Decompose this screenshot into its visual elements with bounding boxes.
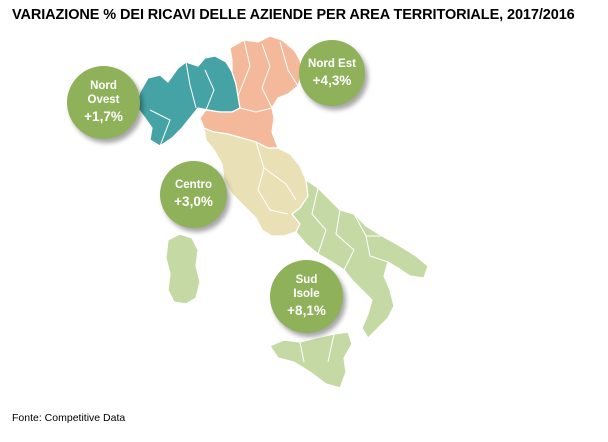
- area-value: +4,3%: [312, 72, 352, 88]
- bubble-sud-isole: Sud Isole +8,1%: [270, 260, 343, 333]
- area-name: Nord Est: [308, 57, 356, 70]
- bubble-nord-ovest: Nord Ovest +1,7%: [67, 66, 140, 139]
- bubble-nord-est: Nord Est +4,3%: [299, 40, 365, 106]
- area-value: +1,7%: [84, 109, 123, 124]
- area-name-line2: Isole: [293, 288, 320, 300]
- region-sud[interactable]: [291, 178, 429, 339]
- area-value: +3,0%: [174, 194, 213, 209]
- source-note: Fonte: Competitive Data: [12, 412, 126, 424]
- area-value: +8,1%: [287, 303, 326, 318]
- chart-title: VARIAZIONE % DEI RICAVI DELLE AZIENDE PE…: [12, 7, 575, 23]
- area-name: Sud: [295, 274, 318, 286]
- bubble-centro: Centro +3,0%: [160, 161, 227, 228]
- area-name: Nord: [90, 80, 117, 92]
- area-name: Centro: [174, 179, 213, 191]
- region-sardegna[interactable]: [165, 233, 201, 305]
- region-sicilia[interactable]: [269, 331, 353, 389]
- area-name-line2: Ovest: [87, 94, 120, 106]
